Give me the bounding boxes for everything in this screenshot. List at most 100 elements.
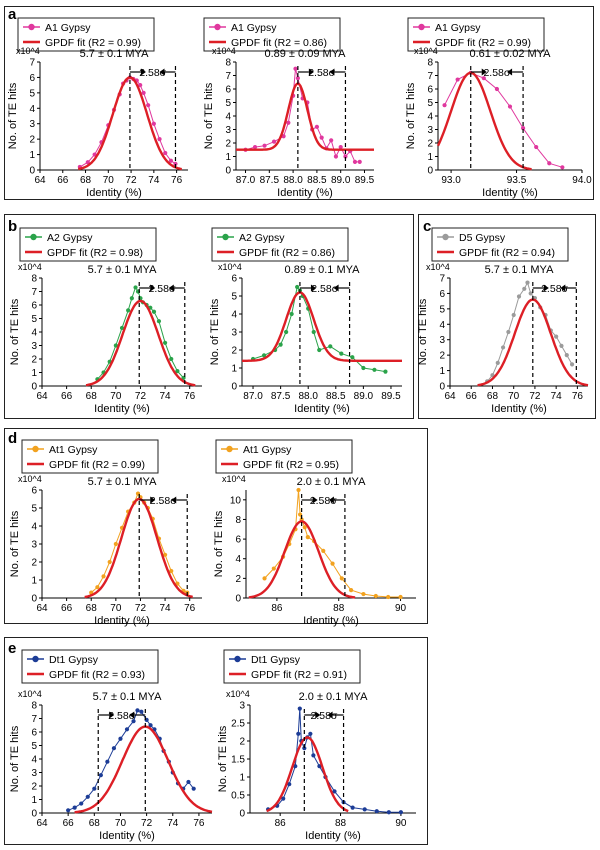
y-axis-label: No. of TE hits: [209, 298, 221, 365]
y-axis-label: No. of TE hits: [9, 298, 21, 365]
y-axis-label: No. of TE hits: [9, 725, 21, 792]
arrow-left-head: [129, 711, 135, 719]
legend-series-marker: [222, 233, 229, 241]
x-tick-label: 66: [61, 391, 73, 402]
y-tick-label: 10: [230, 495, 242, 506]
sigma-annotation: 2.58σ: [150, 495, 177, 507]
y-tick-label: 2: [235, 574, 241, 585]
x-tick-label: 74: [551, 391, 563, 402]
x-axis-label: Identity (%): [94, 403, 150, 415]
data-point: [319, 135, 324, 140]
x-tick-label: 64: [444, 391, 456, 402]
data-point: [564, 353, 569, 358]
legend: At1 Gypsy GPDF fit (R2 = 0.99): [21, 439, 159, 474]
arrow-right-head: [312, 496, 318, 504]
y-tick-label: 5: [31, 314, 37, 325]
legend-series-label: D5 Gypsy: [459, 232, 506, 244]
data-point: [79, 801, 84, 806]
y-tick-label: 3: [29, 119, 35, 130]
fit-curve: [74, 725, 213, 814]
x-tick-label: 74: [167, 818, 179, 829]
arrow-right-head: [109, 711, 115, 719]
data-point: [286, 120, 291, 125]
data-point: [66, 808, 71, 813]
data-point: [442, 103, 447, 108]
y-tick-label: 3: [31, 341, 37, 352]
data-point: [186, 779, 191, 785]
data-point: [111, 746, 117, 751]
data-point: [520, 126, 526, 131]
y-tick-label: 0: [31, 809, 37, 820]
chart-b1: A2 Gypsy GPDF fit (R2 = 0.98) 5.7 ± 0.1 MY…: [9, 227, 202, 415]
y-axis-label: No. of TE hits: [203, 82, 215, 149]
x-tick-label: 66: [466, 391, 478, 402]
data-point: [308, 731, 313, 736]
x-tick-label: 87.5: [260, 175, 280, 186]
x-axis-label: Identity (%): [294, 403, 350, 415]
arrow-right-head: [543, 284, 549, 292]
legend-series-label: At1 Gypsy: [49, 444, 98, 456]
legend-series-label: A1 Gypsy: [45, 22, 91, 34]
y-tick-label: 5: [225, 98, 231, 109]
x-tick-label: 70: [508, 391, 520, 402]
arrow-left-head: [329, 68, 335, 76]
y-tick-label: 0: [427, 166, 433, 177]
data-point: [284, 329, 289, 335]
y-tick-label: 2: [427, 139, 433, 150]
chart-a2: A1 Gypsy GPDF fit (R2 = 0.86)0.89 ± 0.09 …: [203, 17, 375, 199]
data-point: [386, 810, 391, 815]
legend-series-marker: [28, 23, 35, 31]
data-point: [317, 347, 322, 353]
chart-title: 5.7 ± 0.1 MYA: [88, 264, 157, 276]
x-tick-label: 88.0: [298, 391, 318, 402]
y-tick-label: 4: [231, 310, 237, 321]
y-tick-label: 0: [31, 382, 37, 393]
data-point: [373, 593, 378, 599]
legend-box: [407, 17, 545, 52]
y-tick-label: 8: [31, 701, 37, 712]
x-tick-label: 68: [86, 391, 98, 402]
arrow-left-head: [159, 68, 165, 76]
y-axis-label: No. of TE hits: [7, 82, 19, 149]
data-point: [296, 731, 301, 736]
y-tick-label: 0: [31, 594, 37, 605]
sigma-annotation: 2.58σ: [310, 495, 337, 507]
data-point: [124, 727, 130, 732]
chart-title: 0.61 ± 0.02 MYA: [469, 48, 551, 60]
data-point: [554, 334, 559, 339]
sigma-annotation: 2.58σ: [541, 283, 568, 295]
legend: D5 Gypsy GPDF fit (R2 = 0.94): [431, 227, 569, 262]
x-tick-label: 86: [271, 603, 283, 614]
x-tick-label: 89.0: [331, 175, 351, 186]
legend-series-label: At1 Gypsy: [243, 444, 292, 456]
data-point: [135, 708, 140, 713]
x-axis-label: Identity (%): [94, 615, 150, 627]
data-point: [262, 143, 267, 148]
data-point: [148, 723, 153, 728]
sigma-annotation: 2.58σ: [483, 67, 510, 79]
legend-series-marker: [226, 445, 233, 453]
y-tick-label: 1: [31, 795, 37, 806]
data-point: [113, 343, 118, 348]
data-point: [261, 353, 267, 358]
legend: Dt1 Gypsy GPDF fit (R2 = 0.91): [223, 649, 361, 684]
data-point: [163, 150, 168, 156]
data-point: [314, 124, 319, 129]
chart-title: 5.7 ± 0.1 MYA: [485, 264, 554, 276]
legend-series-label: A2 Gypsy: [47, 232, 93, 244]
data-point: [138, 83, 143, 88]
y-axis-label: No. of TE hits: [217, 725, 229, 792]
y-tick-label: 4: [31, 522, 37, 533]
chart-d2: At1 Gypsy GPDF fit (R2 = 0.95) 2.0 ± 0.1 M…: [213, 439, 416, 627]
legend-series-marker: [30, 233, 37, 241]
data-point: [151, 309, 157, 314]
y-multiplier: x10^4: [218, 262, 242, 272]
arrow-left-head: [171, 496, 177, 504]
arrow-right-head: [310, 284, 316, 292]
legend-fit-label: GPDF fit (R2 = 0.95): [243, 459, 339, 471]
legend-series-marker: [32, 445, 39, 453]
y-tick-label: 7: [225, 71, 231, 82]
y-tick-label: 3: [239, 701, 245, 712]
data-point: [455, 77, 460, 82]
data-point: [374, 809, 379, 814]
